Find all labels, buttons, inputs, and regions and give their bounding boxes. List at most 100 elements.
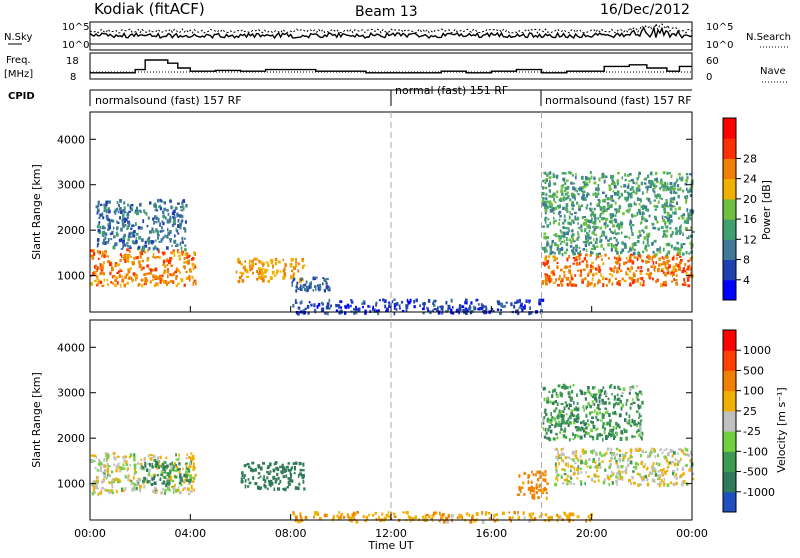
power-cell (581, 175, 584, 180)
power-cell (163, 207, 167, 211)
power-cell (646, 197, 649, 200)
power-cell (144, 240, 147, 245)
power-cell (102, 216, 105, 220)
power-cell (647, 232, 651, 236)
velocity-cell (589, 435, 592, 438)
velocity-cell (562, 415, 565, 420)
power-cell (552, 194, 554, 198)
velocity-cell (582, 404, 585, 409)
power-cell (563, 190, 567, 193)
power-cell (110, 238, 113, 241)
power-cell (616, 257, 619, 262)
velocity-cell (430, 517, 434, 520)
power-cell (163, 216, 166, 219)
power-cell (294, 301, 298, 304)
power-cell (546, 259, 550, 264)
velocity-cell (94, 467, 97, 470)
velocity-cell (351, 513, 354, 517)
velocity-cell (153, 474, 156, 478)
power-cell (558, 250, 561, 255)
power-cell (133, 241, 135, 245)
power-cell (242, 266, 245, 269)
power-cell (149, 280, 152, 284)
velocity-cell (145, 478, 148, 482)
velocity-cell (652, 462, 655, 466)
velocity-cell (605, 422, 608, 426)
velocity-cell (278, 482, 280, 485)
velocity-cell (583, 434, 586, 438)
power-cell (566, 210, 569, 213)
velocity-cell (613, 405, 615, 409)
velocity-cell (544, 427, 547, 432)
power-cell (567, 221, 570, 225)
velocity-cell (530, 486, 532, 490)
power-cell (355, 305, 357, 309)
velocity-cell (169, 462, 172, 466)
colorbar-swatch (723, 138, 736, 159)
power-cell (155, 229, 158, 233)
power-cell (565, 248, 569, 252)
power-cell (571, 193, 574, 197)
power-cell (141, 283, 144, 288)
power-cell (499, 308, 502, 312)
power-cell (361, 302, 365, 305)
power-cell (170, 264, 174, 268)
power-cell (586, 240, 589, 244)
power-cell (606, 217, 609, 221)
power-cell (549, 171, 552, 175)
velocity-cell (552, 389, 554, 392)
power-cell (123, 201, 126, 205)
velocity-cell (585, 413, 588, 418)
velocity-cell (190, 486, 193, 490)
power-cell (553, 233, 555, 237)
velocity-cell (118, 466, 121, 470)
power-cell (572, 220, 575, 224)
power-cell (275, 271, 278, 275)
velocity-cell (560, 425, 563, 428)
power-cell (122, 243, 125, 247)
velocity-cell (584, 482, 586, 486)
power-cell (99, 213, 102, 217)
velocity-cell (657, 483, 661, 486)
power-cell (320, 301, 324, 305)
power-cell (551, 243, 554, 246)
velocity-cell (615, 480, 618, 484)
velocity-cell (247, 478, 250, 481)
velocity-cell (190, 457, 193, 460)
velocity-cell (549, 422, 553, 425)
power-cell (571, 229, 574, 233)
velocity-cell (113, 463, 116, 466)
power-cell (152, 255, 155, 259)
velocity-cell (555, 391, 558, 396)
velocity-cell (586, 432, 590, 436)
power-cell (646, 174, 650, 179)
velocity-cell (631, 418, 634, 423)
power-cell (138, 264, 142, 268)
freq-label: Freq. (6, 55, 31, 66)
power-cell (620, 231, 623, 235)
velocity-cell (613, 385, 616, 390)
power-cell (101, 233, 105, 238)
velocity-cell (615, 401, 617, 405)
velocity-cell (268, 482, 272, 486)
power-cell (668, 214, 672, 218)
power-cell (683, 278, 686, 282)
power-cell (261, 278, 265, 283)
power-cell (157, 219, 160, 223)
velocity-cell (599, 466, 602, 469)
power-cell (654, 194, 658, 198)
power-cell (603, 217, 606, 220)
velocity-cell (97, 462, 100, 466)
velocity-cell (596, 469, 598, 473)
power-cell (437, 309, 440, 313)
velocity-cell (163, 465, 167, 468)
velocity-cell (631, 401, 634, 404)
velocity-cell (594, 396, 597, 401)
velocity-cell (576, 393, 578, 397)
velocity-cell (599, 419, 603, 422)
power-cell (154, 256, 157, 259)
power-cell (680, 215, 683, 218)
velocity-cell (300, 472, 302, 477)
power-cell (132, 224, 135, 227)
x-axis: 00:00 04:00 08:00 12:00 16:00 20:00 00:00 (74, 306, 708, 540)
